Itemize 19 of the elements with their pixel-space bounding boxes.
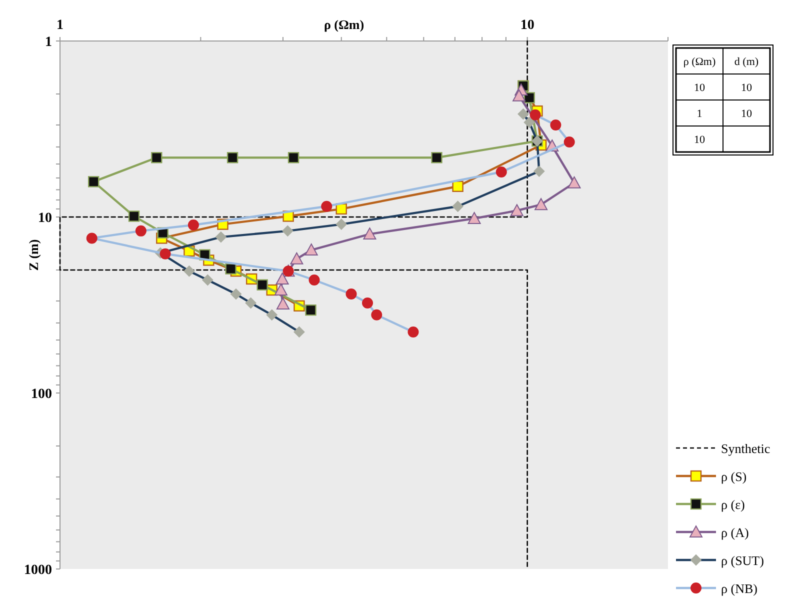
y-axis-title: Z (m)	[26, 239, 41, 271]
y-tick-label: 1000	[24, 563, 52, 578]
text: 10	[741, 82, 752, 94]
category-label: ρ (Ωm)	[683, 56, 716, 68]
legend-label: ρ (ε)	[721, 497, 745, 512]
y-tick-label: 10	[38, 211, 52, 226]
legend-label: Synthetic	[721, 441, 770, 456]
text: 10	[694, 82, 705, 94]
legend-label: ρ (S)	[721, 469, 747, 484]
legend-label: ρ (SUT)	[721, 553, 764, 568]
category-label: d (m)	[734, 56, 759, 68]
text: 10	[741, 108, 752, 120]
y-tick-label: 1	[45, 35, 52, 50]
y-tick-label: 100	[31, 387, 52, 402]
legend-label: ρ (NB)	[721, 581, 758, 596]
text: 10	[694, 134, 705, 146]
x-axis-title: ρ (Ωm)	[324, 17, 364, 32]
text: 1	[696, 108, 702, 120]
legend-label: ρ (A)	[721, 525, 749, 540]
